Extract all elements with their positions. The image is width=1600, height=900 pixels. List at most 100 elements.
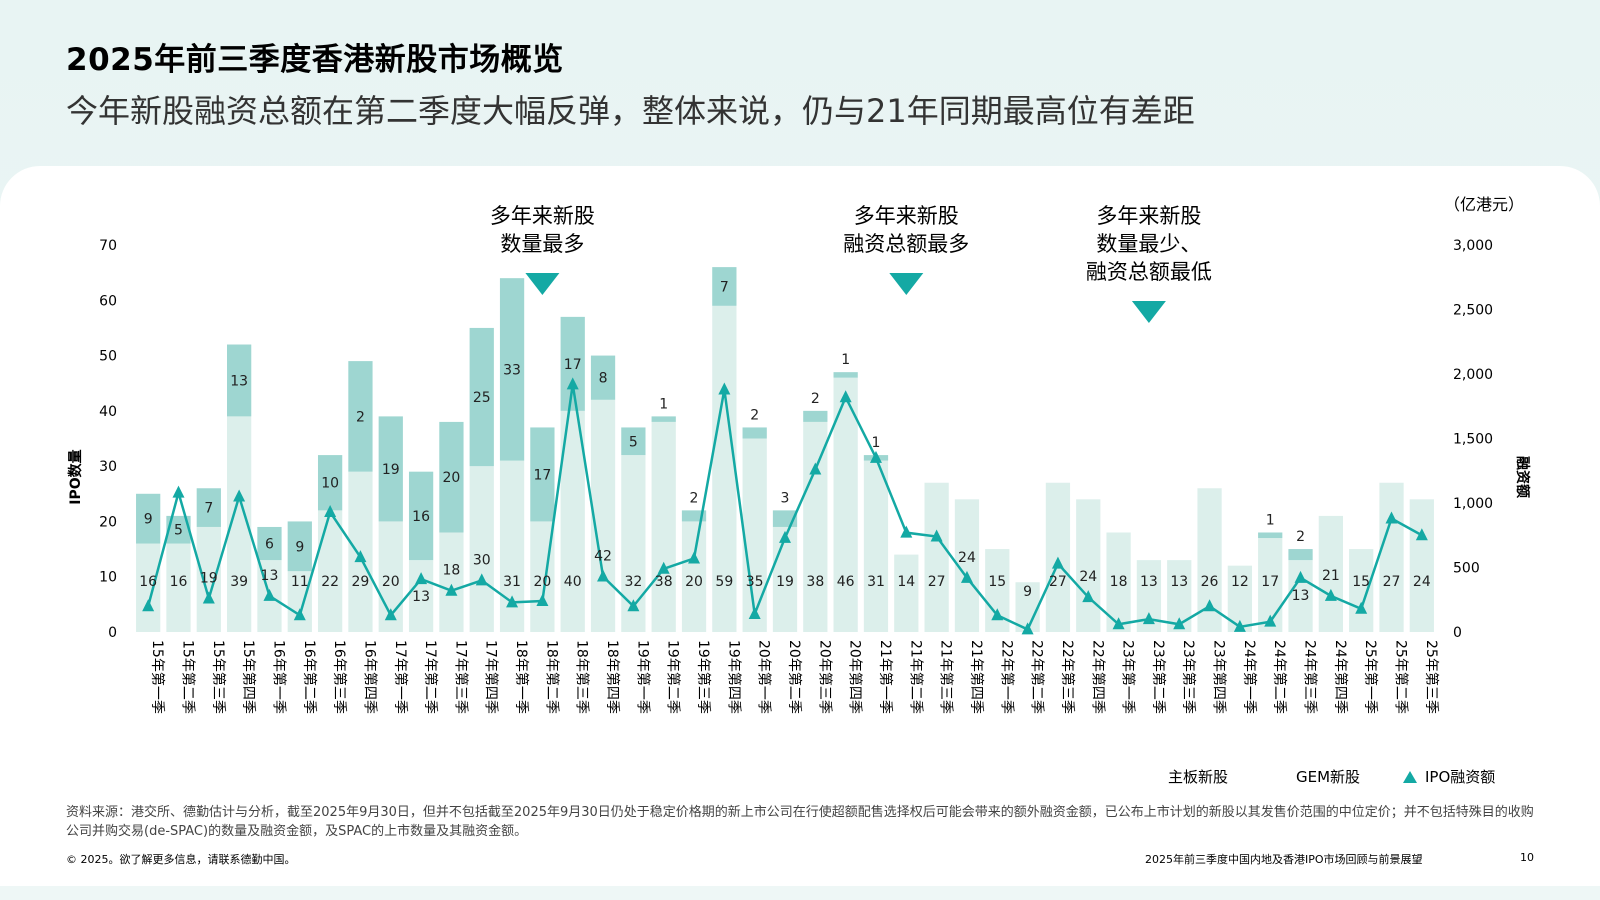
main-board-value-label: 30 [473, 552, 491, 568]
x-tick-label: 17年第三季 [452, 640, 469, 714]
main-board-value-label: 15 [988, 574, 1006, 590]
annotation-text: 多年来新股 [854, 204, 959, 228]
x-tick-label: 24年第二季 [1271, 640, 1288, 714]
ipo-amount-point [627, 599, 640, 612]
report-title: 2025年前三季度中国内地及香港IPO市场回顾与前景展望 [1145, 853, 1423, 866]
main-board-bar [1076, 499, 1101, 632]
main-board-value-label: 24 [958, 550, 976, 566]
y-right-tick-label: 1,500 [1453, 432, 1493, 448]
gem-value-label: 7 [204, 501, 213, 517]
y-right-tick-label: 500 [1453, 561, 1480, 577]
main-board-value-label: 27 [928, 574, 946, 590]
main-board-value-label: 20 [533, 574, 551, 590]
main-board-bar [924, 482, 949, 632]
ipo-amount-point [748, 606, 761, 619]
gem-value-label: 7 [720, 279, 729, 295]
main-board-value-label: 19 [776, 574, 794, 590]
x-tick-label: 23年第二季 [1150, 640, 1167, 714]
main-board-value-label: 24 [1079, 569, 1097, 585]
x-tick-label: 18年第四季 [604, 640, 621, 714]
ipo-amount-point [263, 588, 276, 601]
x-tick-label: 25年第一季 [1362, 640, 1379, 714]
x-tick-label: 19年第四季 [725, 640, 742, 714]
gem-bar [742, 427, 767, 439]
gem-bar [1258, 532, 1283, 539]
x-tick-label: 16年第一季 [270, 640, 287, 714]
ipo-amount-point [202, 591, 215, 604]
y-left-tick-label: 0 [108, 625, 117, 641]
x-tick-label: 22年第一季 [998, 640, 1015, 714]
triangle-marker-icon [1403, 770, 1417, 783]
main-board-bar [408, 560, 434, 632]
gem-value-label: 16 [412, 509, 430, 525]
ipo-amount-point [960, 570, 973, 583]
main-board-value-label: 40 [564, 574, 582, 590]
main-board-bar [742, 438, 767, 632]
gem-bar [227, 344, 252, 417]
gem-value-label: 6 [265, 537, 274, 553]
main-board-value-label: 13 [1170, 574, 1188, 590]
ipo-amount-point [1324, 588, 1337, 601]
gem-value-label: 8 [599, 371, 608, 387]
x-tick-label: 23年第三季 [1180, 640, 1197, 714]
gem-bar [408, 471, 434, 561]
gem-value-label: 20 [443, 470, 461, 486]
x-tick-label: 24年第四季 [1332, 640, 1349, 714]
gem-value-label: 1 [1266, 512, 1275, 528]
gem-value-label: 9 [295, 539, 304, 555]
x-tick-label: 21年第三季 [938, 640, 955, 714]
annotation-text: 数量最多 [500, 232, 584, 256]
ipo-amount-point [809, 462, 822, 475]
gem-value-label: 33 [503, 362, 521, 378]
ipo-amount-point [718, 382, 731, 395]
y-right-tick-label: 1,000 [1453, 496, 1493, 512]
page-title: 2025年前三季度香港新股市场概览 [66, 42, 564, 78]
ipo-amount-point [415, 572, 428, 585]
gem-value-label: 1 [872, 435, 881, 451]
y-left-tick-label: 30 [99, 459, 117, 475]
y-right-tick-label: 3,000 [1453, 238, 1493, 254]
ipo-amount-point [1415, 528, 1428, 541]
gem-bar [560, 316, 585, 411]
ipo-amount-point [657, 561, 670, 574]
x-tick-label: 23年第四季 [1211, 640, 1228, 714]
ipo-amount-point [688, 551, 701, 564]
ipo-amount-point [536, 594, 549, 607]
y-left-tick-label: 40 [99, 404, 117, 420]
gem-bar [530, 427, 555, 522]
page-number: 10 [1520, 851, 1534, 864]
y-left-tick-label: 50 [99, 349, 117, 365]
x-tick-label: 21年第四季 [968, 640, 985, 714]
gem-bar [621, 427, 646, 456]
legend-main: 主板新股 [1168, 766, 1228, 787]
gem-value-label: 19 [382, 462, 400, 478]
main-board-bar [469, 466, 494, 632]
gem-bar [439, 421, 464, 533]
gem-value-label: 10 [321, 476, 339, 492]
ipo-amount-point [445, 583, 458, 596]
main-board-value-label: 18 [443, 563, 461, 579]
ipo-amount-point [324, 505, 337, 518]
main-board-value-label: 39 [230, 574, 248, 590]
y-left-axis-title: IPO数量 [67, 449, 84, 504]
ipo-amount-point [1082, 590, 1095, 603]
main-board-value-label: 18 [1110, 574, 1128, 590]
annotation-text: 融资总额最低 [1086, 260, 1212, 284]
x-tick-label: 16年第二季 [301, 640, 318, 714]
y-right-tick-label: 0 [1453, 625, 1462, 641]
main-board-value-label: 20 [382, 574, 400, 590]
gem-value-label: 5 [629, 434, 638, 450]
main-board-bar [803, 421, 828, 632]
gem-bar [136, 493, 161, 544]
gem-bar [317, 455, 343, 511]
gem-bar [378, 416, 403, 522]
main-board-value-label: 31 [867, 574, 885, 590]
ipo-amount-point [1051, 556, 1064, 569]
gem-bar [590, 355, 616, 400]
gem-bar [469, 327, 494, 467]
gem-value-label: 17 [564, 357, 582, 373]
main-board-value-label: 24 [1413, 574, 1431, 590]
y-left-tick-label: 60 [99, 293, 117, 309]
gem-value-label: 9 [144, 512, 153, 528]
main-board-value-label: 29 [352, 574, 370, 590]
